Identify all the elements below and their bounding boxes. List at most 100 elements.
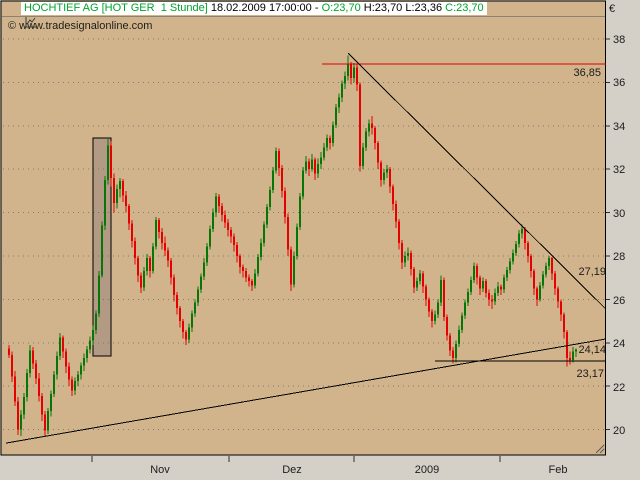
candle-body (230, 230, 232, 237)
x-tick-label: Feb (549, 464, 568, 476)
candle-body (41, 396, 43, 415)
candle-body (245, 271, 247, 278)
candle-body (512, 252, 514, 262)
candle-body (116, 188, 118, 203)
ascending-trendline (5, 338, 607, 444)
candle-body (569, 358, 571, 361)
candle-body (44, 414, 46, 431)
candle-body (374, 128, 376, 144)
chart-icon (6, 3, 37, 27)
candle-body (500, 286, 502, 290)
y-axis: 38 36 34 32 30 28 26 24 22 20 (613, 34, 625, 437)
chart-panel[interactable] (0, 0, 606, 456)
candle-body (542, 274, 544, 286)
candle-body (227, 222, 229, 231)
candle-body (188, 327, 190, 340)
y-tick-label: 34 (613, 121, 625, 133)
candle-body (359, 84, 361, 166)
candle-body (275, 150, 277, 171)
candle-body (365, 131, 367, 148)
candle-body (164, 243, 166, 251)
candle-body (104, 180, 106, 226)
candle-body (149, 258, 151, 272)
candle-body (419, 273, 421, 281)
candle-body (14, 376, 16, 402)
y-tick-label: 28 (613, 251, 625, 263)
candle-body (134, 240, 136, 259)
candle-body (182, 321, 184, 332)
candle-body (191, 313, 193, 328)
candle-body (254, 273, 256, 286)
candle-body (71, 379, 73, 391)
candle-body (554, 273, 556, 289)
candle-body (530, 256, 532, 272)
candle-body (62, 337, 64, 352)
candle-body (332, 124, 334, 144)
candle-body (290, 249, 292, 285)
candle-body (455, 343, 457, 359)
candle-body (242, 266, 244, 272)
plot-layer[interactable] (3, 38, 610, 462)
candle-body (122, 181, 124, 196)
legend-instrument: HOCHTIEF AG [HOT GER 1 Stunde] (24, 2, 211, 14)
candle-body (533, 271, 535, 289)
instrument-legend[interactable]: HOCHTIEF AG [HOT GER 1 Stunde] 18.02.200… (6, 2, 487, 27)
candle-body (263, 224, 265, 244)
candle-body (53, 374, 55, 394)
candle-body (170, 260, 172, 278)
resize-grip-icon[interactable] (595, 444, 605, 454)
candle-body (32, 350, 34, 364)
candle-body (176, 295, 178, 309)
candle-body (536, 288, 538, 300)
candle-body (524, 228, 526, 244)
candle-body (482, 281, 484, 289)
candle-body (467, 291, 469, 303)
candle-body (488, 292, 490, 300)
candle-body (497, 286, 499, 293)
candle-body (305, 161, 307, 171)
candle-body (422, 273, 424, 287)
candle-body (200, 276, 202, 290)
candle-body (23, 397, 25, 415)
candle-body (179, 308, 181, 322)
candle-body (308, 161, 310, 170)
candle-body (326, 137, 328, 148)
candle-body (527, 243, 529, 257)
candle-body (296, 226, 298, 257)
candle-body (50, 393, 52, 412)
candle-body (146, 258, 148, 272)
candle-body (38, 378, 40, 397)
candle-body (56, 355, 58, 375)
candle-body (185, 331, 187, 340)
candle-body (368, 123, 370, 132)
candle-body (317, 163, 319, 174)
candle-body (236, 245, 238, 257)
candle-body (446, 316, 448, 336)
candle-body (113, 177, 115, 203)
candle-body (575, 349, 577, 352)
candle-body (572, 351, 574, 361)
candle-body (413, 269, 415, 288)
candle-body (557, 288, 559, 302)
candle-body (128, 206, 130, 224)
candle-body (329, 137, 331, 144)
candle-body (131, 223, 133, 241)
y-tick-label: 26 (613, 295, 625, 307)
candle-body (551, 258, 553, 274)
candle-body (221, 206, 223, 215)
candle-body (251, 281, 253, 286)
y-tick-label: 36 (613, 77, 625, 89)
candle-body (11, 354, 13, 377)
x-tick-label: 2009 (415, 464, 439, 476)
candle-body (371, 123, 373, 129)
candle-body (521, 228, 523, 234)
candle-body (515, 244, 517, 253)
y-tick-label: 22 (613, 382, 625, 394)
candle-body (101, 225, 103, 276)
x-axis: Nov Dez 2009 Feb (150, 464, 567, 476)
trendline-price-label: 27,19 (578, 266, 606, 278)
candle-body (566, 331, 568, 359)
candle-body (215, 196, 217, 213)
